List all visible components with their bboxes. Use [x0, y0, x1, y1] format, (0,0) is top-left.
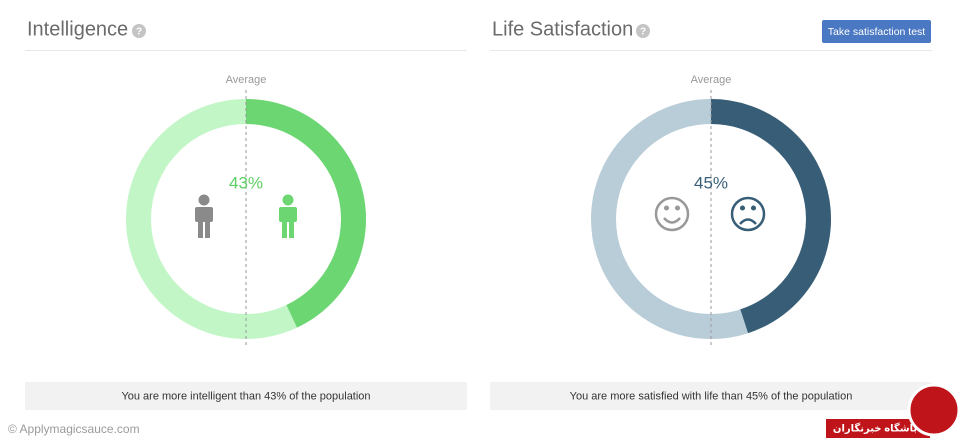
logo-text: باشگاه خبرنگاران	[833, 422, 917, 435]
panel-title: Intelligence	[27, 18, 128, 40]
average-person-icon	[195, 194, 213, 238]
caption-box	[25, 382, 467, 410]
gauge-value-arc	[710, 99, 831, 334]
average-label: Average	[226, 74, 267, 86]
button-label[interactable]: Take satisfaction test	[828, 26, 926, 38]
value-label: 45%	[694, 173, 728, 192]
value-label: 43%	[229, 173, 263, 192]
gauge-value-arc	[245, 99, 366, 328]
average-label: Average	[691, 74, 732, 86]
average-face-icon	[654, 196, 690, 232]
logo-banner	[826, 419, 930, 438]
watermark: © Applymagicsauce.com	[8, 422, 140, 436]
help-icon-text: ?	[136, 27, 142, 38]
help-icon-text: ?	[640, 27, 646, 38]
caption: You are more satisfied with life than 45…	[570, 390, 853, 402]
logo-badge	[907, 383, 961, 437]
you-face-icon	[730, 196, 766, 232]
panel-title: Life Satisfaction	[492, 18, 633, 40]
caption: You are more intelligent than 43% of the…	[121, 390, 370, 402]
you-person-icon	[279, 194, 297, 238]
help-icon	[636, 24, 650, 38]
help-icon	[132, 24, 146, 38]
button[interactable]	[822, 20, 931, 43]
caption-box	[490, 382, 932, 410]
